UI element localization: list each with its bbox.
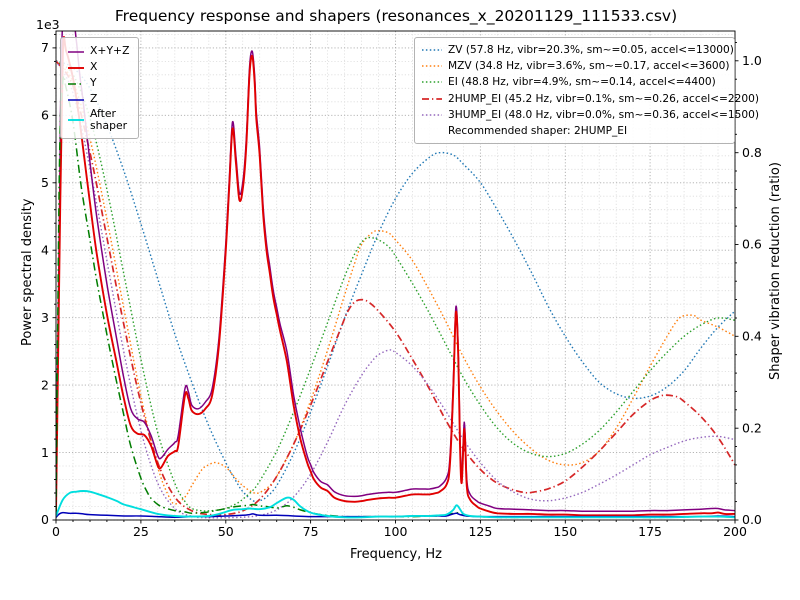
legend-sample-line	[68, 82, 84, 85]
legend-psd: X+Y+Z X Y Z After shaper	[60, 37, 140, 140]
x-tick-label: 75	[303, 524, 319, 539]
legend-sample-line	[68, 119, 84, 122]
y-left-tick-label: 7	[41, 40, 49, 55]
series-shaper-3hump-ei-line	[56, 60, 735, 519]
x-tick-label: 125	[468, 524, 492, 539]
legend-label: X	[90, 60, 98, 74]
legend-sample-line	[422, 65, 442, 67]
legend-sample-line	[68, 98, 84, 101]
legend-sample-line	[422, 97, 442, 100]
legend-label: ZV (57.8 Hz, vibr=20.3%, sm~=0.05, accel…	[448, 44, 734, 57]
legend-entry: MZV (34.8 Hz, vibr=3.6%, sm~=0.17, accel…	[421, 58, 730, 74]
legend-label: EI (48.8 Hz, vibr=4.9%, sm~=0.14, accel<…	[448, 76, 716, 89]
y-left-tick-label: 3	[41, 310, 49, 325]
x-tick-label: 100	[384, 524, 408, 539]
axis-ticks: 0 25 50 75 100 125 150 175 200 0 1 2 3 4 5 6 7 0.0 0.2 0.4 0…	[41, 33, 762, 539]
legend-entry: X+Y+Z	[67, 44, 129, 59]
y-axis-label-right: Shaper vibration reduction (ratio)	[768, 162, 783, 380]
legend-entry: 2HUMP_EI (45.2 Hz, vibr=0.1%, sm~=0.26, …	[421, 91, 759, 107]
y-left-tick-label: 6	[41, 108, 49, 123]
legend-label: MZV (34.8 Hz, vibr=3.6%, sm~=0.17, accel…	[448, 60, 730, 73]
legend-sample-line	[422, 49, 442, 51]
x-tick-label: 200	[723, 524, 747, 539]
legend-entry: EI (48.8 Hz, vibr=4.9%, sm~=0.14, accel<…	[421, 74, 728, 90]
y-left-tick-label: 1	[41, 445, 49, 460]
y-right-tick-label: 0.8	[742, 145, 762, 160]
x-tick-label: 50	[218, 524, 234, 539]
legend-label: Y	[90, 76, 97, 90]
legend-entry: X	[67, 60, 129, 75]
legend-label: 2HUMP_EI (45.2 Hz, vibr=0.1%, sm~=0.26, …	[448, 92, 759, 105]
y-right-tick-label: 0.4	[742, 329, 762, 344]
series-shaper-2hump-ei-line	[56, 60, 735, 516]
y-left-tick-label: 5	[41, 175, 49, 190]
legend-entry: Y	[67, 76, 129, 91]
series-psd-x-line	[56, 36, 735, 517]
legend-entry: ZV (57.8 Hz, vibr=20.3%, sm~=0.05, accel…	[421, 42, 734, 58]
legend-label: Z	[90, 92, 98, 106]
legend-shapers: ZV (57.8 Hz, vibr=20.3%, sm~=0.05, accel…	[414, 37, 759, 145]
x-tick-label: 25	[133, 524, 149, 539]
y-left-tick-label: 0	[41, 512, 49, 527]
legend-sample-line	[68, 50, 84, 53]
legend-sample-line	[422, 114, 442, 116]
series-psd-xyz-line	[56, 31, 735, 512]
series-psd-after-shaper-line	[56, 490, 735, 519]
legend-label: 3HUMP_EI (48.0 Hz, vibr=0.0%, sm~=0.36, …	[448, 108, 759, 121]
y-axis-label-left: Power spectral density	[20, 198, 35, 346]
legend-recommended-shaper: Recommended shaper: 2HUMP_EI	[421, 123, 728, 139]
legend-sample-line	[422, 81, 442, 84]
y-right-tick-label: 1.0	[742, 53, 762, 68]
y-left-tick-label: 2	[41, 377, 49, 392]
chart-title: Frequency response and shapers (resonanc…	[114, 7, 678, 25]
y-right-tick-label: 0.6	[742, 237, 762, 252]
series-shaper-zv-line	[56, 60, 735, 503]
legend-entry: Z	[67, 92, 129, 107]
legend-sample-line	[68, 66, 84, 69]
legend-label: X+Y+Z	[90, 44, 130, 58]
legend-label: Recommended shaper: 2HUMP_EI	[448, 125, 628, 138]
series-group	[56, 31, 735, 519]
y-axis-offset-text: 1e3	[36, 17, 60, 32]
legend-entry: After shaper	[67, 107, 129, 133]
legend-label: After shaper	[90, 107, 128, 133]
y-right-tick-label: 0.2	[742, 420, 762, 435]
x-tick-label: 150	[553, 524, 577, 539]
x-tick-label: 175	[638, 524, 662, 539]
x-tick-label: 0	[52, 524, 60, 539]
legend-entry: 3HUMP_EI (48.0 Hz, vibr=0.0%, sm~=0.36, …	[421, 107, 759, 123]
y-left-tick-label: 4	[41, 242, 49, 257]
series-shaper-ei-line	[56, 60, 735, 512]
x-axis-label: Frequency, Hz	[349, 547, 443, 562]
y-right-tick-label: 0.0	[742, 512, 762, 527]
